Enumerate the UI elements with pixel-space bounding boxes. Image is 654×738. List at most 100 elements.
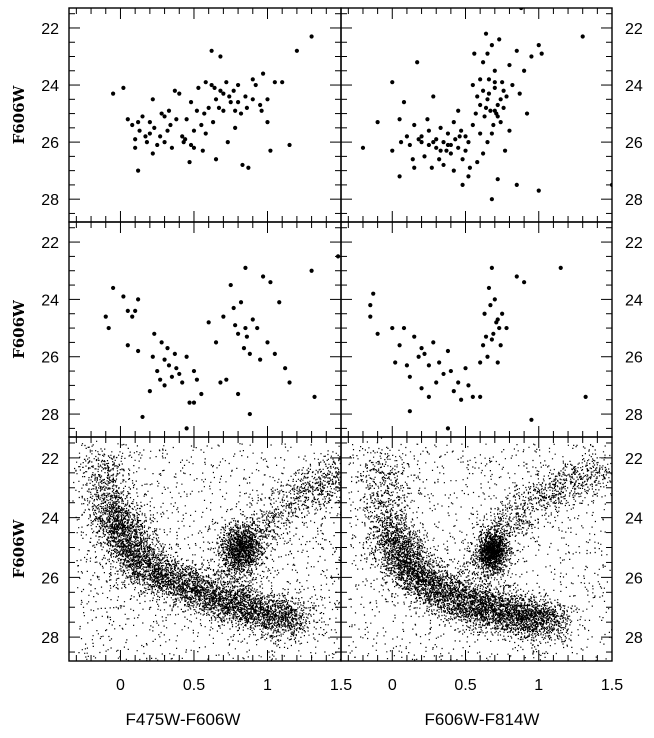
star-point [441, 140, 446, 145]
star-point [425, 117, 430, 122]
star-point [480, 343, 486, 348]
star-point [489, 337, 494, 342]
star-point [486, 285, 492, 291]
star-point [194, 377, 200, 382]
star-point [283, 366, 288, 371]
x-tick-label: 1 [534, 677, 543, 694]
star-point [268, 280, 273, 285]
dense-star-field [348, 437, 612, 661]
star-point [498, 120, 503, 125]
y-tick-label: 28 [625, 407, 643, 424]
star-point [407, 374, 412, 379]
star-point [169, 145, 175, 150]
star-point [247, 351, 252, 356]
y-tick-label: 22 [625, 21, 643, 38]
star-point [431, 140, 436, 145]
star-point [221, 91, 226, 96]
star-point [485, 140, 490, 145]
star-point [397, 117, 402, 122]
star-point [203, 131, 208, 136]
star-point [187, 400, 192, 405]
star-point [125, 308, 130, 313]
star-point [180, 134, 185, 139]
star-point [495, 317, 500, 322]
y-tick-label: 24 [41, 78, 59, 95]
ticks [69, 222, 342, 437]
star-point [489, 131, 494, 136]
star-point [390, 325, 395, 331]
star-point [485, 97, 490, 102]
star-point [463, 366, 468, 371]
star-point [258, 357, 263, 362]
star-point [558, 265, 563, 270]
star-point [218, 380, 223, 385]
star-point [456, 145, 461, 150]
star-point [422, 351, 427, 356]
star-point [150, 151, 155, 156]
star-point [212, 85, 217, 90]
star-point [165, 346, 170, 351]
star-point [191, 145, 197, 150]
tick-labels: 22 24 26 28 [625, 235, 643, 424]
star-point [429, 165, 434, 170]
x-tick-label: 1.5 [330, 677, 352, 694]
star-point [260, 71, 266, 76]
star-point [419, 346, 424, 351]
star-point [200, 148, 205, 153]
star-point [162, 140, 167, 145]
star-point [224, 80, 229, 85]
star-point [453, 137, 458, 142]
star-point [206, 105, 211, 110]
star-point [247, 411, 252, 417]
star-point [445, 142, 451, 148]
star-point [309, 34, 314, 39]
star-point [438, 125, 443, 130]
star-point [287, 380, 292, 385]
star-point [125, 343, 130, 348]
panel-r2-c0: 22 24 26 28 0 0.5 1 1.5 F606W [10, 436, 352, 694]
star-point [210, 120, 216, 125]
star-point [412, 165, 417, 170]
star-point [209, 48, 214, 53]
star-point [478, 77, 483, 82]
star-point [133, 308, 138, 313]
data-points [69, 440, 341, 661]
star-point [150, 354, 155, 359]
star-point [448, 142, 453, 148]
star-point [470, 82, 475, 88]
star-point [155, 142, 160, 148]
star-point [265, 120, 270, 125]
star-point [166, 108, 172, 113]
x-tick-label: 0.5 [454, 677, 476, 694]
star-point [255, 325, 260, 331]
star-point [137, 128, 142, 133]
star-point [231, 88, 236, 93]
star-point [172, 88, 177, 93]
star-point [466, 383, 471, 388]
star-point [130, 314, 135, 319]
star-point [580, 34, 585, 39]
y-axis-title: F606W [10, 299, 28, 359]
star-point [451, 120, 456, 125]
panel-r2-c1: 22 24 26 28 0 0.5 1 1.5 [340, 436, 643, 694]
star-point [475, 94, 480, 99]
star-point [404, 363, 410, 368]
star-point [169, 374, 175, 379]
star-point [497, 37, 502, 42]
panel-frame [340, 221, 613, 438]
star-point [485, 354, 490, 359]
y-tick-label: 24 [625, 292, 643, 309]
star-point [184, 354, 189, 359]
star-point [498, 97, 503, 102]
star-point [522, 280, 527, 285]
star-point [106, 325, 111, 331]
y-tick-label: 28 [625, 630, 643, 647]
y-tick-label: 28 [41, 192, 59, 209]
star-point [502, 148, 508, 153]
star-point [426, 363, 431, 368]
star-point [504, 325, 509, 331]
star-point [482, 311, 487, 316]
data-points [103, 254, 341, 431]
star-point [489, 265, 494, 270]
star-point [228, 282, 233, 288]
